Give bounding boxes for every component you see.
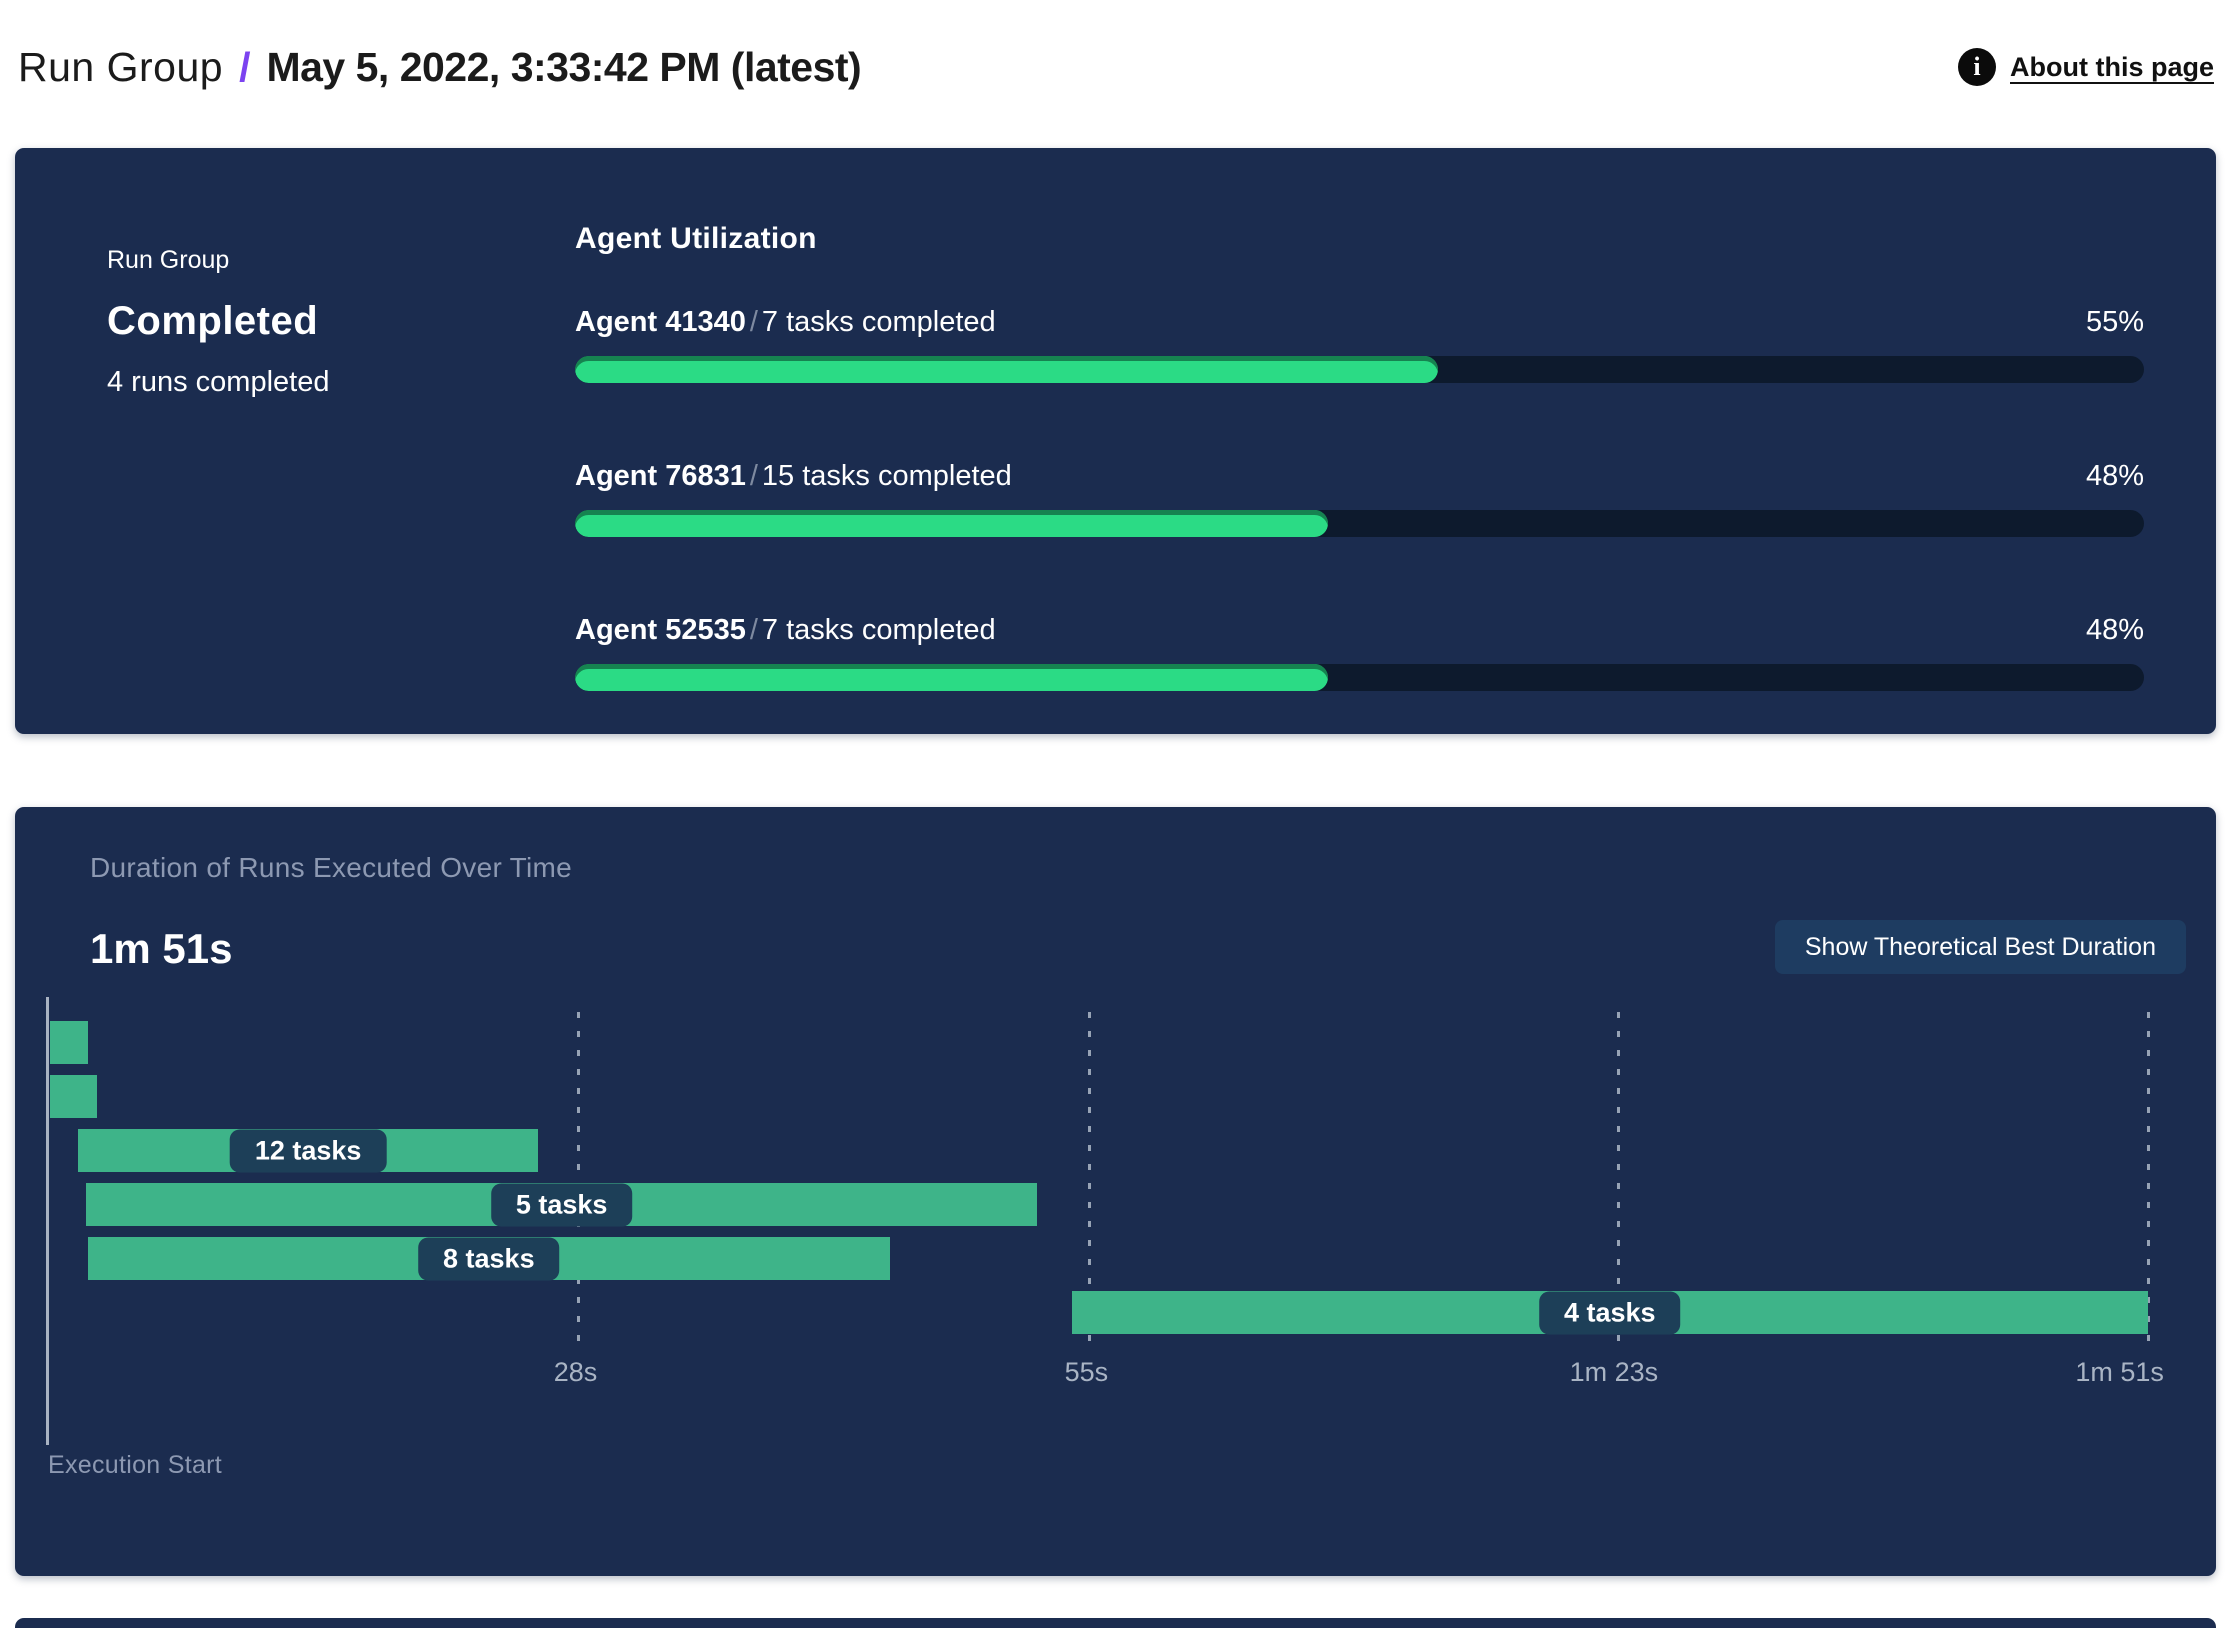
agent-separator: / (749, 460, 758, 492)
duration-card: Duration of Runs Executed Over Time 1m 5… (15, 807, 2216, 1576)
page-title: May 5, 2022, 3:33:42 PM (latest) (266, 43, 862, 90)
agent-name: Agent 76831 (575, 460, 746, 492)
agent-tasks-completed: 15 tasks completed (761, 460, 1012, 492)
utilization-bar-track (575, 356, 2144, 383)
agent-separator: / (749, 306, 758, 338)
run-duration-bar[interactable] (49, 1075, 98, 1118)
utilization-bar-fill (575, 356, 1438, 383)
breadcrumb: Run Group / May 5, 2022, 3:33:42 PM (lat… (18, 43, 862, 91)
run-duration-bar[interactable]: 8 tasks (87, 1237, 890, 1280)
axis-tick-label: 1m 23s (1569, 1357, 1659, 1387)
run-group-status: Completed (107, 299, 319, 343)
agent-name: Agent 41340 (575, 306, 746, 338)
agent-utilization-percent: 48% (2085, 614, 2144, 646)
breadcrumb-separator: / (239, 43, 251, 90)
execution-start-axis-line (46, 997, 49, 1445)
task-count-pill: 12 tasks (229, 1129, 387, 1172)
agent-row: Agent 76831/15 tasks completed 48% (575, 460, 2144, 537)
agent-utilization-percent: 55% (2085, 306, 2144, 338)
agent-tasks-completed: 7 tasks completed (761, 306, 996, 338)
agent-utilization-section: Agent Utilization Agent 41340/7 tasks co… (575, 210, 2144, 691)
agent-separator: / (749, 614, 758, 646)
agent-row: Agent 52535/7 tasks completed 48% (575, 614, 2144, 691)
about-this-page[interactable]: i About this page (1958, 48, 2214, 86)
run-group-status-column: Run Group Completed 4 runs completed (107, 210, 575, 684)
gridline-1m-51s (2147, 1012, 2150, 1352)
total-duration: 1m 51s (90, 925, 233, 972)
agent-tasks-completed: 7 tasks completed (761, 614, 996, 646)
execution-start-label: Execution Start (48, 1451, 223, 1479)
task-count-pill: 5 tasks (490, 1183, 633, 1226)
utilization-bar-track (575, 510, 2144, 537)
next-card-top-edge (15, 1618, 2216, 1628)
task-count-pill: 8 tasks (418, 1237, 560, 1280)
utilization-bar-fill (575, 664, 1329, 691)
runs-completed-count: 4 runs completed (107, 366, 330, 398)
run-duration-bar[interactable]: 12 tasks (78, 1129, 538, 1172)
gridline-28s (576, 1012, 580, 1352)
duration-chart-title: Duration of Runs Executed Over Time (90, 852, 573, 883)
agent-row: Agent 41340/7 tasks completed 55% (575, 306, 2144, 383)
info-icon[interactable]: i (1958, 48, 1996, 86)
breadcrumb-run-group[interactable]: Run Group (18, 43, 224, 90)
show-theoretical-best-duration-button[interactable]: Show Theoretical Best Duration (1774, 920, 2186, 974)
agent-utilization-title: Agent Utilization (575, 222, 817, 255)
agent-name: Agent 52535 (575, 614, 746, 646)
run-group-label: Run Group (107, 246, 230, 274)
axis-tick-label: 28s (553, 1357, 598, 1387)
gridline-55s (1087, 1012, 1091, 1352)
run-group-summary-card: Run Group Completed 4 runs completed Age… (15, 148, 2216, 734)
about-this-page-link[interactable]: About this page (2010, 51, 2214, 82)
run-duration-bar[interactable]: 5 tasks (85, 1183, 1038, 1226)
agent-utilization-percent: 48% (2085, 460, 2144, 492)
gridline-1m-23s (1617, 1012, 1621, 1352)
task-count-pill: 4 tasks (1538, 1291, 1681, 1334)
page-header: Run Group / May 5, 2022, 3:33:42 PM (lat… (0, 0, 2240, 112)
axis-tick-label: 1m 51s (2075, 1357, 2164, 1387)
run-duration-bar[interactable] (49, 1021, 88, 1064)
utilization-bar-track (575, 664, 2144, 691)
gantt-chart: Execution Start 28s 55s 1m 23s 1m 51s 12 tas… (46, 997, 2164, 1565)
axis-tick-label: 55s (1064, 1357, 1109, 1387)
utilization-bar-fill (575, 510, 1329, 537)
run-duration-bar[interactable]: 4 tasks (1071, 1291, 2148, 1334)
